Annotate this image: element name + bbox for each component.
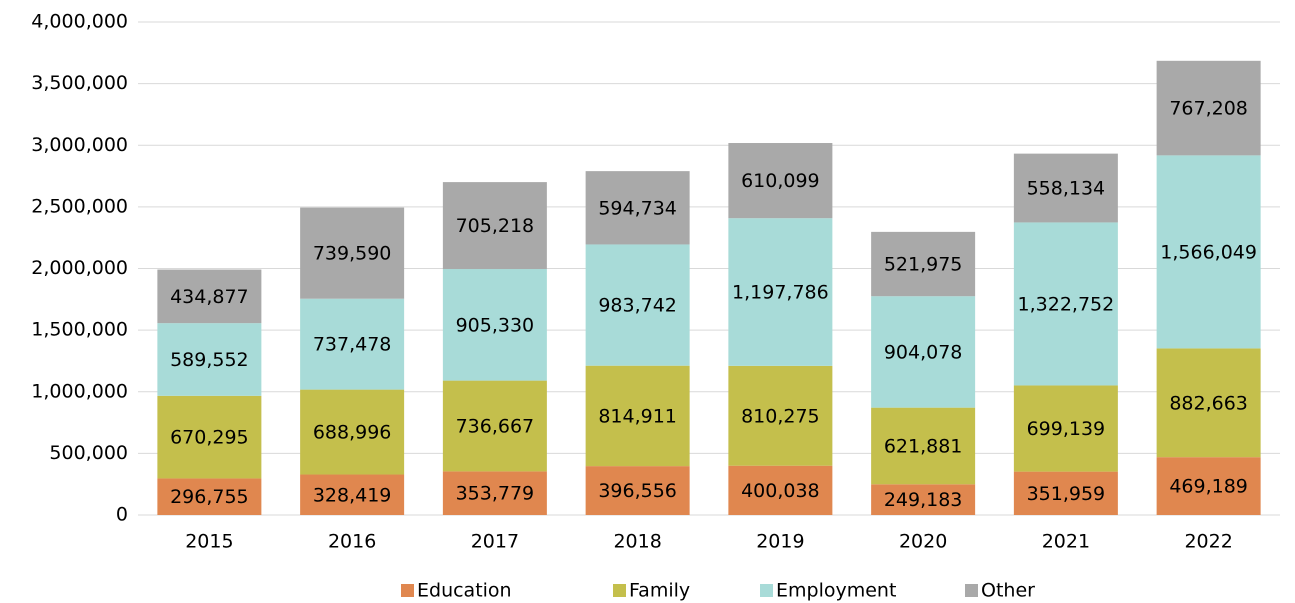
data-label: 621,881 xyxy=(884,435,963,457)
legend-swatch xyxy=(613,584,626,597)
data-label: 904,078 xyxy=(884,341,963,363)
bar-segment xyxy=(585,365,690,467)
data-label: 670,295 xyxy=(170,427,249,449)
y-tick-label: 2,000,000 xyxy=(31,257,128,279)
bar-segment xyxy=(1013,222,1118,386)
data-label: 351,959 xyxy=(1027,483,1106,505)
x-tick-label: 2020 xyxy=(899,531,947,553)
data-label: 469,189 xyxy=(1169,476,1248,498)
bar-segment xyxy=(300,474,405,515)
data-label: 610,099 xyxy=(741,170,820,192)
bar-segment xyxy=(871,296,976,408)
bar-segment xyxy=(728,143,833,219)
data-label: 434,877 xyxy=(170,286,249,308)
x-tick-label: 2015 xyxy=(185,531,233,553)
data-label: 810,275 xyxy=(741,405,820,427)
x-tick-label: 2022 xyxy=(1184,531,1232,553)
bar-segment xyxy=(442,471,547,515)
data-label: 589,552 xyxy=(170,349,249,371)
y-tick-label: 4,000,000 xyxy=(31,11,128,33)
legend-swatch xyxy=(401,584,414,597)
bar-segment xyxy=(157,323,262,396)
bar-segment xyxy=(871,484,976,515)
bar-segment xyxy=(1156,457,1261,515)
legend-label: Other xyxy=(981,580,1035,602)
data-label: 328,419 xyxy=(313,484,392,506)
bar-segment xyxy=(1013,153,1118,223)
data-label: 594,734 xyxy=(598,197,677,219)
bar-segment xyxy=(1156,155,1261,349)
x-tick-label: 2017 xyxy=(471,531,519,553)
data-label: 296,755 xyxy=(170,486,249,508)
data-label: 705,218 xyxy=(456,215,535,237)
bar-segment xyxy=(300,207,405,299)
legend-swatch xyxy=(965,584,978,597)
data-label: 739,590 xyxy=(313,243,392,265)
data-label: 983,742 xyxy=(598,295,677,317)
bar-segment xyxy=(442,182,547,270)
x-tick-label: 2021 xyxy=(1042,531,1090,553)
bar-segment xyxy=(1013,471,1118,515)
y-tick-label: 0 xyxy=(116,504,128,526)
data-label: 1,322,752 xyxy=(1018,293,1115,315)
bar-segment xyxy=(300,298,405,390)
data-label: 882,663 xyxy=(1169,392,1248,414)
legend-label: Education xyxy=(417,580,512,602)
bar-segment xyxy=(1013,385,1118,472)
y-tick-label: 2,500,000 xyxy=(31,195,128,217)
data-label: 688,996 xyxy=(313,422,392,444)
bar-segment xyxy=(871,407,976,485)
bar-segment xyxy=(585,171,690,245)
data-label: 400,038 xyxy=(741,480,820,502)
bar-segment xyxy=(1156,348,1261,458)
data-label: 1,566,049 xyxy=(1160,241,1257,263)
data-label: 905,330 xyxy=(456,314,535,336)
x-tick-label: 2016 xyxy=(328,531,376,553)
bar-segment xyxy=(728,218,833,366)
legend-label: Family xyxy=(629,580,690,602)
bar-segment xyxy=(585,466,690,515)
data-label: 737,478 xyxy=(313,334,392,356)
bar-segment xyxy=(157,478,262,515)
data-label: 736,667 xyxy=(456,415,535,437)
data-label: 1,197,786 xyxy=(732,282,829,304)
data-label: 353,779 xyxy=(456,483,535,505)
y-tick-label: 1,500,000 xyxy=(31,319,128,341)
bar-segment xyxy=(442,269,547,381)
bar-segment xyxy=(585,244,690,366)
data-label: 699,139 xyxy=(1027,418,1106,440)
bar-segment xyxy=(871,231,976,297)
bar-segment xyxy=(157,269,262,324)
y-tick-label: 1,000,000 xyxy=(31,380,128,402)
bar-segment xyxy=(442,380,547,472)
bar-segment xyxy=(1156,60,1261,156)
bar-segment xyxy=(728,365,833,466)
y-tick-label: 500,000 xyxy=(49,442,128,464)
x-tick-label: 2018 xyxy=(613,531,661,553)
bar-segment xyxy=(300,389,405,475)
data-label: 249,183 xyxy=(884,489,963,511)
x-tick-label: 2019 xyxy=(756,531,804,553)
data-label: 558,134 xyxy=(1027,178,1106,200)
y-tick-label: 3,500,000 xyxy=(31,72,128,94)
data-label: 814,911 xyxy=(598,405,677,427)
y-tick-label: 3,000,000 xyxy=(31,134,128,156)
bar-segment xyxy=(728,465,833,515)
data-label: 767,208 xyxy=(1169,98,1248,120)
bar-segment xyxy=(157,395,262,479)
legend-swatch xyxy=(760,584,773,597)
data-label: 396,556 xyxy=(598,480,677,502)
data-label: 521,975 xyxy=(884,254,963,276)
legend-label: Employment xyxy=(776,580,896,602)
